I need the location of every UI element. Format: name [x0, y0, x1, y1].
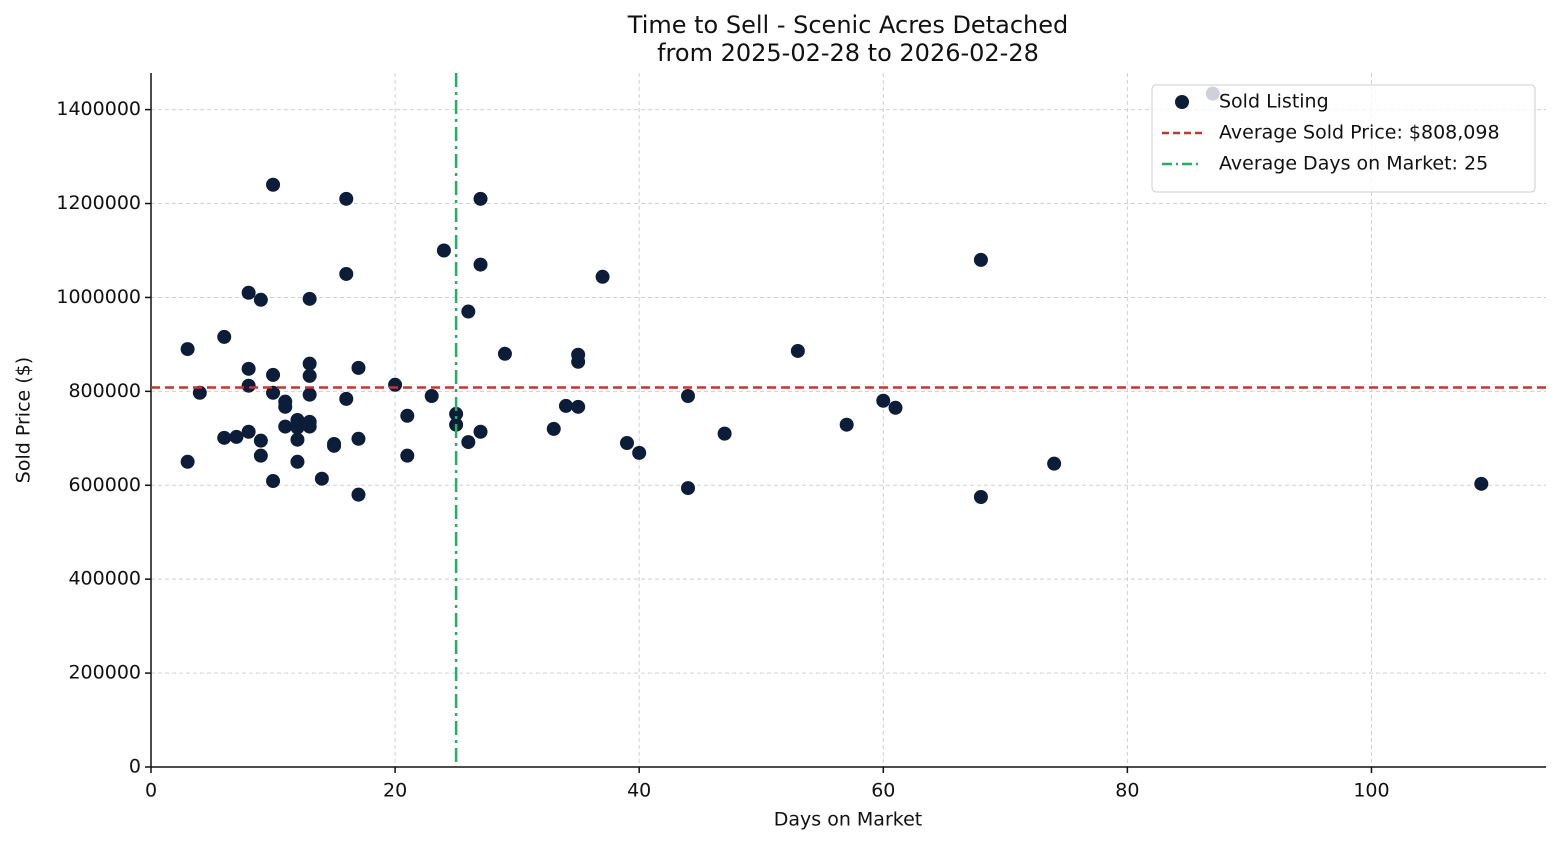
x-tick-label: 40: [627, 780, 651, 802]
scatter-point: [229, 429, 244, 444]
scatter-point: [571, 354, 586, 369]
scatter-point: [351, 431, 366, 446]
scatter-point: [278, 399, 293, 414]
scatter-point: [546, 421, 561, 436]
scatter-point: [558, 398, 573, 413]
scatter-point: [266, 385, 281, 400]
scatter-point: [436, 243, 451, 258]
scatter-point: [192, 385, 207, 400]
scatter-point: [351, 487, 366, 502]
scatter-point: [339, 266, 354, 281]
scatter-point: [400, 448, 415, 463]
scatter-point: [253, 433, 268, 448]
chart-title: Time to Sell - Scenic Acres Detached: [627, 11, 1068, 39]
scatter-point: [424, 389, 439, 404]
scatter-point: [973, 252, 988, 267]
scatter-point: [339, 191, 354, 206]
scatter-point: [290, 420, 305, 435]
scatter-point: [302, 356, 317, 371]
scatter-point: [241, 361, 256, 376]
scatter-point: [180, 342, 195, 357]
x-tick-label: 0: [145, 780, 157, 802]
legend-label: Average Sold Price: $808,098: [1219, 122, 1500, 144]
scatter-point: [314, 471, 329, 486]
y-tick-label: 400000: [68, 568, 141, 590]
scatter-point: [302, 368, 317, 383]
y-tick-label: 1200000: [56, 192, 141, 214]
scatter-point: [241, 285, 256, 300]
scatter-point: [571, 399, 586, 414]
scatter-point: [302, 419, 317, 434]
scatter-point: [339, 391, 354, 406]
scatter-point: [632, 445, 647, 460]
scatter-point: [302, 387, 317, 402]
scatter-point: [241, 378, 256, 393]
scatter-point: [876, 393, 891, 408]
scatter-point: [497, 346, 512, 361]
scatter-point: [888, 400, 903, 415]
scatter-point: [290, 454, 305, 469]
y-tick-label: 1000000: [56, 286, 141, 308]
scatter-point: [681, 481, 696, 496]
scatter-point: [1474, 476, 1489, 491]
y-tick-label: 200000: [68, 662, 141, 684]
y-tick-label: 800000: [68, 380, 141, 402]
scatter-point: [278, 419, 293, 434]
y-tick-label: 0: [129, 756, 141, 778]
legend-label: Average Days on Market: 25: [1219, 153, 1488, 175]
legend-box: [1151, 84, 1536, 193]
y-tick-label: 1400000: [56, 98, 141, 120]
scatter-point: [619, 436, 634, 451]
scatter-point: [217, 430, 232, 445]
scatter-point: [302, 291, 317, 306]
scatter-point: [217, 329, 232, 344]
legend-label: Sold Listing: [1219, 91, 1329, 113]
scatter-point: [595, 269, 610, 284]
scatter-point: [290, 432, 305, 447]
scatter-point: [327, 438, 342, 453]
scatter-point: [717, 426, 732, 441]
scatter-point: [400, 408, 415, 423]
scatter-point: [461, 435, 476, 450]
x-tick-label: 80: [1115, 780, 1139, 802]
x-tick-label: 60: [871, 780, 895, 802]
scatter-point: [681, 389, 696, 404]
scatter-point: [241, 424, 256, 439]
scatter-point: [180, 454, 195, 469]
scatter-point: [973, 490, 988, 505]
scatter-point: [473, 424, 488, 439]
scatter-point: [461, 304, 476, 319]
scatter-point: [449, 406, 464, 421]
scatter-point: [266, 367, 281, 382]
scatter-point: [473, 257, 488, 272]
x-tick-label: 20: [383, 780, 407, 802]
scatter-point: [388, 377, 403, 392]
scatter-point: [473, 191, 488, 206]
chart-subtitle: from 2025-02-28 to 2026-02-28: [657, 39, 1039, 67]
y-axis-label: Sold Price ($): [13, 357, 35, 483]
x-tick-label: 100: [1353, 780, 1389, 802]
y-tick-label: 600000: [68, 474, 141, 496]
legend-marker: [1175, 95, 1189, 109]
scatter-point: [351, 360, 366, 375]
x-axis-label: Days on Market: [774, 809, 922, 831]
scatter-point: [266, 177, 281, 192]
scatter-point: [266, 474, 281, 489]
scatter-point: [253, 448, 268, 463]
scatter-point: [1047, 456, 1062, 471]
scatter-point: [253, 292, 268, 307]
scatter-point: [790, 343, 805, 358]
scatter-point: [839, 417, 854, 432]
